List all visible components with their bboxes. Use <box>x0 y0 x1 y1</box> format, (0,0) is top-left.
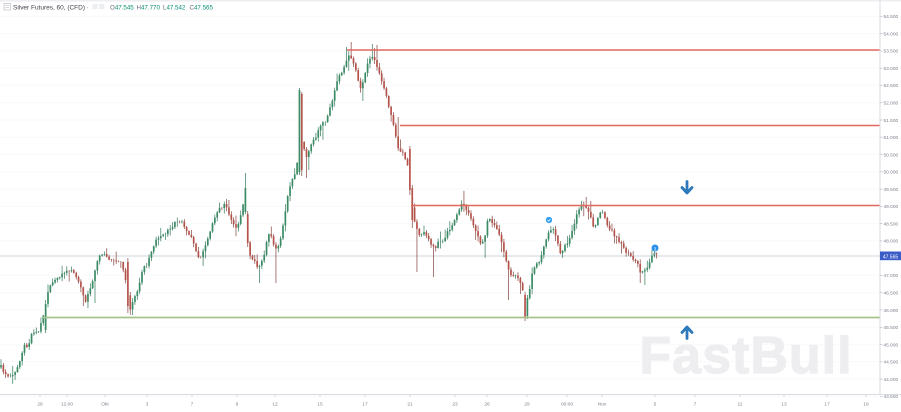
svg-text:50.500: 50.500 <box>884 152 899 158</box>
svg-text:52.500: 52.500 <box>884 83 899 89</box>
svg-text:12: 12 <box>272 402 278 408</box>
svg-text:15: 15 <box>317 402 323 408</box>
svg-text:29: 29 <box>524 402 530 408</box>
svg-text:3: 3 <box>654 246 657 251</box>
svg-text:52.000: 52.000 <box>884 101 899 107</box>
svg-text:C47.565: C47.565 <box>190 4 214 11</box>
svg-text:O47.545: O47.545 <box>110 4 134 11</box>
svg-text:17: 17 <box>824 402 830 408</box>
svg-text:49.000: 49.000 <box>884 204 899 210</box>
svg-text:51.000: 51.000 <box>884 135 899 141</box>
svg-text:7: 7 <box>191 402 194 408</box>
svg-text:11: 11 <box>738 402 743 408</box>
svg-text:Nov: Nov <box>598 402 607 408</box>
svg-text:Okt: Okt <box>101 402 109 408</box>
svg-text:53.500: 53.500 <box>884 49 899 55</box>
svg-text:17: 17 <box>362 402 368 408</box>
svg-text:19: 19 <box>863 402 869 408</box>
svg-text:28: 28 <box>37 402 43 408</box>
svg-text:53.000: 53.000 <box>884 66 899 72</box>
svg-text:12:00: 12:00 <box>61 402 73 408</box>
svg-text:·: · <box>87 4 89 11</box>
svg-text:48.500: 48.500 <box>884 221 899 227</box>
svg-text:23: 23 <box>452 402 458 408</box>
svg-text:50.000: 50.000 <box>884 170 899 176</box>
svg-text:54.000: 54.000 <box>884 31 899 37</box>
svg-text:46.000: 46.000 <box>884 308 899 314</box>
svg-text:00:00: 00:00 <box>561 402 573 408</box>
svg-text:FastBull: FastBull <box>639 327 852 385</box>
svg-text:45.500: 45.500 <box>884 325 899 331</box>
svg-text:44.000: 44.000 <box>884 377 899 383</box>
svg-text:L47.542: L47.542 <box>163 4 186 11</box>
svg-text:47.565: 47.565 <box>883 254 899 260</box>
svg-text:46.500: 46.500 <box>884 291 899 297</box>
svg-text:48.000: 48.000 <box>884 239 899 245</box>
svg-text:51.500: 51.500 <box>884 118 899 124</box>
svg-text:26: 26 <box>484 402 490 408</box>
svg-text:45.000: 45.000 <box>884 342 899 348</box>
svg-text:9: 9 <box>236 402 239 408</box>
svg-text:H47.770: H47.770 <box>137 4 161 11</box>
svg-text:21: 21 <box>407 402 413 408</box>
svg-text:Silver Futures, 60, (CFD): Silver Futures, 60, (CFD) <box>13 4 85 11</box>
svg-text:13: 13 <box>781 402 787 408</box>
svg-text:54.500: 54.500 <box>884 14 899 20</box>
svg-text:5: 5 <box>654 402 657 408</box>
svg-text:44.500: 44.500 <box>884 360 899 366</box>
svg-text:49.500: 49.500 <box>884 187 899 193</box>
svg-text:47.000: 47.000 <box>884 273 899 279</box>
svg-text:3: 3 <box>146 402 149 408</box>
svg-text:7: 7 <box>694 402 697 408</box>
svg-text:43.500: 43.500 <box>884 394 899 400</box>
